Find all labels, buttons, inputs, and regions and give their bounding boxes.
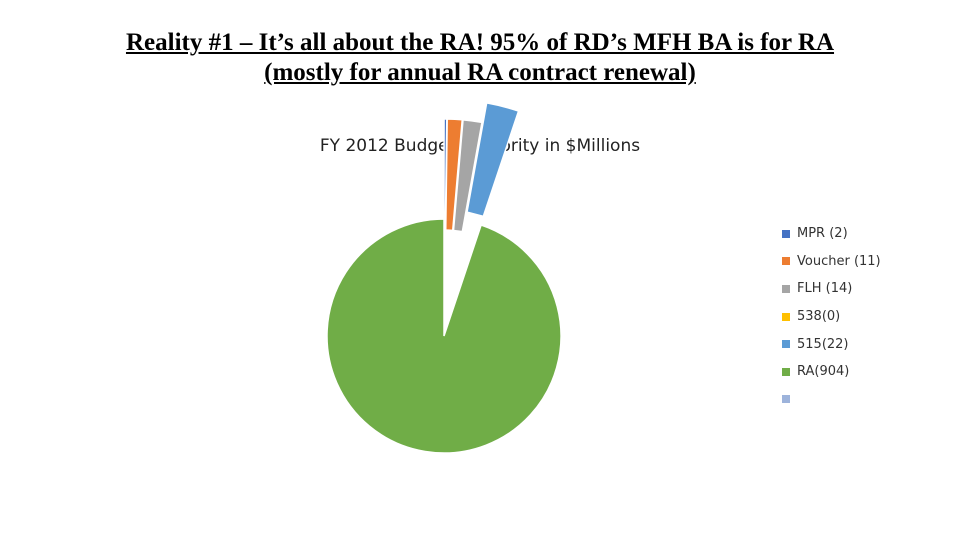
slide-title-line-1: Reality #1 – It’s all about the RA! 95% … xyxy=(125,29,835,56)
legend-label: 538(0) xyxy=(797,309,841,325)
legend-label: 515(22) xyxy=(797,336,849,352)
legend-item: 515(22) xyxy=(782,330,881,358)
pie-slice-ra-904 xyxy=(326,218,562,454)
legend-item: RA(904) xyxy=(782,358,881,386)
legend-label: RA(904) xyxy=(797,364,850,380)
legend-swatch xyxy=(782,340,790,349)
legend-item: 538(0) xyxy=(782,303,881,331)
legend-swatch xyxy=(782,395,790,404)
legend-label: MPR (2) xyxy=(797,226,848,242)
legend-swatch xyxy=(782,229,790,238)
slide-title: Reality #1 – It’s all about the RA! 95% … xyxy=(40,28,920,88)
legend-swatch xyxy=(782,367,790,376)
chart-legend: MPR (2) Voucher (11) FLH (14) 538(0) 515(22)… xyxy=(782,220,881,413)
legend-item xyxy=(782,386,881,414)
legend-label: Voucher (11) xyxy=(797,253,881,269)
legend-item: Voucher (11) xyxy=(782,248,881,276)
legend-swatch xyxy=(782,284,790,293)
slide-title-line-2: (mostly for annual RA contract renewal) xyxy=(264,59,696,86)
legend-item: MPR (2) xyxy=(782,220,881,248)
pie-slice-flh-14 xyxy=(452,119,483,233)
pie-slice-515-22 xyxy=(466,102,520,218)
legend-item: FLH (14) xyxy=(782,275,881,303)
legend-label: FLH (14) xyxy=(797,281,853,297)
legend-swatch xyxy=(782,312,790,321)
pie-slice-voucher-11 xyxy=(445,118,464,232)
legend-swatch xyxy=(782,257,790,266)
